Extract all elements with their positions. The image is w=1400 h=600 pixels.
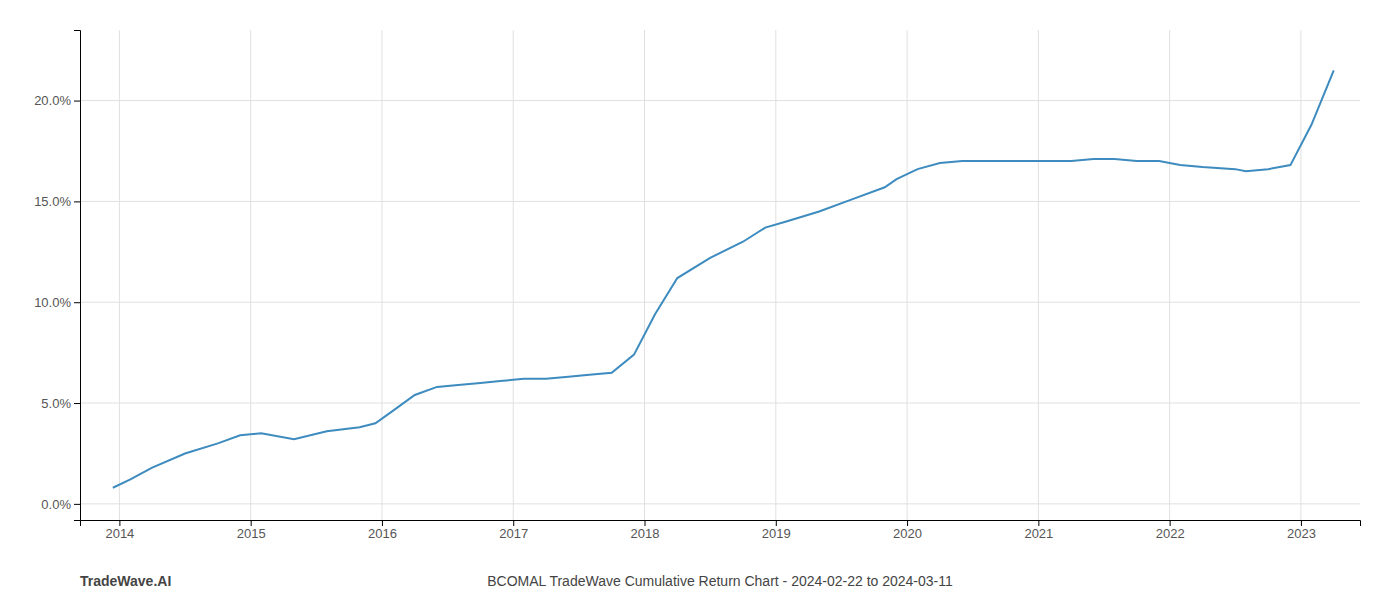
axis-line — [81, 521, 1361, 527]
grid-line — [513, 30, 514, 520]
tick: 2022 — [1156, 520, 1185, 541]
tick: 2018 — [631, 520, 660, 541]
tick-label: 2021 — [1024, 526, 1053, 541]
tick-label: 5.0% — [41, 396, 71, 411]
tick-label: 2022 — [1156, 526, 1185, 541]
grid-line — [80, 403, 1360, 404]
tick-label: 10.0% — [34, 295, 71, 310]
tick: 2019 — [762, 520, 791, 541]
tick-mark — [74, 302, 80, 303]
x-axis: 2014 2015 2016 2017 2018 2019 2020 2021 2022 2023 — [81, 520, 1361, 541]
tick: 5.0% — [41, 396, 80, 411]
title: BCOMAL TradeWave Cumulative Return Chart… — [487, 573, 953, 589]
grid-line — [1038, 30, 1039, 520]
grid-line — [80, 201, 1360, 202]
tick-mark — [1301, 520, 1302, 526]
chart: 2014 2015 2016 2017 2018 2019 2020 2021 2022 2023… — [0, 0, 1400, 600]
grid-line — [775, 30, 776, 520]
grid-line — [119, 30, 120, 520]
line — [113, 70, 1334, 487]
tick-mark — [645, 520, 646, 526]
tick: 2020 — [893, 520, 922, 541]
tick-mark — [1038, 520, 1039, 526]
tick-label: 2017 — [499, 526, 528, 541]
tick-mark — [907, 520, 908, 526]
tick-mark — [1170, 520, 1171, 526]
grid-line — [907, 30, 908, 520]
axis-line — [74, 31, 81, 521]
tick: 0.0% — [41, 497, 80, 512]
tick-label: 20.0% — [34, 93, 71, 108]
grid-line — [381, 30, 382, 520]
grid-line — [644, 30, 645, 520]
tick: 2023 — [1287, 520, 1316, 541]
watermark: TradeWave.AI — [80, 573, 171, 589]
tick-label: 2020 — [893, 526, 922, 541]
tick-label: 2014 — [105, 526, 134, 541]
tick: 2021 — [1024, 520, 1053, 541]
tick: 10.0% — [34, 295, 80, 310]
tick-label: 2019 — [762, 526, 791, 541]
tick: 2014 — [105, 520, 134, 541]
tick: 2017 — [499, 520, 528, 541]
tick-mark — [119, 520, 120, 526]
grid-line — [250, 30, 251, 520]
grid — [80, 30, 1360, 520]
tick-mark — [382, 520, 383, 526]
grid-line — [80, 100, 1360, 101]
grid-line — [80, 302, 1360, 303]
tick-mark — [74, 504, 80, 505]
tick-mark — [513, 520, 514, 526]
tick-label: 0.0% — [41, 497, 71, 512]
tick-label: 2018 — [631, 526, 660, 541]
tick: 20.0% — [34, 93, 80, 108]
tick-label: 2015 — [237, 526, 266, 541]
tick: 2016 — [368, 520, 397, 541]
tick-mark — [74, 403, 80, 404]
tick-mark — [776, 520, 777, 526]
grid-line — [1300, 30, 1301, 520]
tick-label: 2023 — [1287, 526, 1316, 541]
tick-mark — [74, 201, 80, 202]
tick-mark — [251, 520, 252, 526]
tick: 15.0% — [34, 194, 80, 209]
tick-label: 2016 — [368, 526, 397, 541]
tick: 2015 — [237, 520, 266, 541]
plot-area — [113, 70, 1334, 487]
tick-mark — [74, 101, 80, 102]
y-axis: 0.0% 5.0% 10.0% 15.0% 20.0% — [34, 31, 80, 521]
grid-line — [1169, 30, 1170, 520]
grid-line — [80, 503, 1360, 504]
tick-label: 15.0% — [34, 194, 71, 209]
